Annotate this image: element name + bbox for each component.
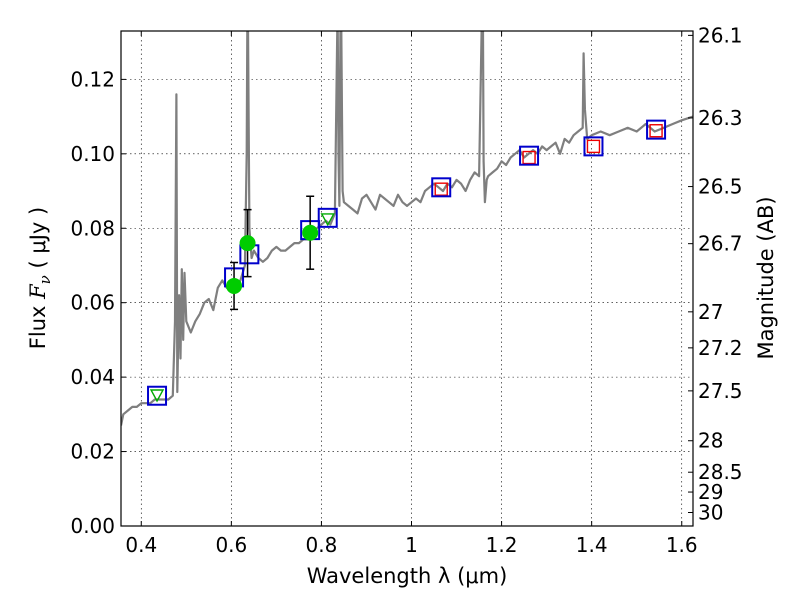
red-square bbox=[434, 182, 448, 196]
x-tick-label: 0.4 bbox=[125, 533, 157, 557]
red-square bbox=[586, 139, 601, 154]
y-tick-label: 0.06 bbox=[70, 291, 115, 315]
x-axis-ticks: 0.4 0.6 0.8 1 1.2 1.4 1.6 bbox=[125, 31, 698, 557]
y-tick-label: 0.08 bbox=[70, 216, 115, 240]
blue-square bbox=[147, 385, 168, 406]
y-tick-label: 0.12 bbox=[70, 67, 115, 91]
blue-square bbox=[431, 177, 452, 198]
photometry-points bbox=[147, 119, 667, 406]
blue-square bbox=[583, 136, 604, 157]
right-tick-label: 28.5 bbox=[698, 460, 743, 484]
observed-point bbox=[302, 224, 319, 241]
right-tick-label: 27.5 bbox=[698, 379, 743, 403]
blue-square bbox=[519, 145, 540, 166]
right-tick-label: 26.5 bbox=[698, 175, 743, 199]
plot-frame bbox=[120, 30, 694, 527]
grid-lines bbox=[121, 31, 693, 527]
right-tick-label: 26.1 bbox=[698, 23, 743, 47]
y-axis-label: Flux Fν ( μJy ) bbox=[26, 207, 54, 349]
red-square bbox=[649, 124, 663, 138]
x-tick-label: 1.2 bbox=[486, 533, 518, 557]
green-triangle bbox=[149, 389, 165, 403]
right-tick-label: 26.7 bbox=[698, 232, 743, 256]
x-axis-label: Wavelength λ (μm) bbox=[307, 564, 508, 588]
green-triangle bbox=[320, 213, 335, 227]
blue-square bbox=[646, 119, 667, 140]
blue-square bbox=[317, 207, 338, 228]
red-square bbox=[522, 150, 536, 165]
spectrum-line bbox=[121, 31, 693, 426]
right-tick-label: 27 bbox=[698, 300, 723, 324]
right-tick-label: 26.3 bbox=[698, 106, 743, 130]
x-tick-label: 0.8 bbox=[306, 533, 338, 557]
observed-point bbox=[239, 235, 256, 252]
model-spectrum bbox=[121, 31, 693, 426]
right-tick-label: 29 bbox=[698, 480, 723, 504]
y-tick-label: 0.02 bbox=[70, 440, 115, 464]
y-tick-label: 0.04 bbox=[70, 365, 115, 389]
y-axis-ticks: 0.00 0.02 0.04 0.06 0.08 0.10 0.12 bbox=[70, 67, 126, 538]
right-tick-label: 27.2 bbox=[698, 336, 743, 360]
x-tick-label: 0.6 bbox=[215, 533, 247, 557]
right-tick-label: 28 bbox=[698, 429, 723, 453]
right-axis-label: Magnitude (AB) bbox=[754, 196, 778, 359]
right-tick-label: 30 bbox=[698, 500, 723, 524]
observed-point bbox=[226, 277, 243, 294]
x-tick-label: 1.6 bbox=[666, 533, 698, 557]
x-tick-label: 1 bbox=[405, 533, 418, 557]
x-tick-label: 1.4 bbox=[576, 533, 608, 557]
y-tick-label: 0.00 bbox=[70, 514, 115, 538]
y-tick-label: 0.10 bbox=[70, 142, 115, 166]
